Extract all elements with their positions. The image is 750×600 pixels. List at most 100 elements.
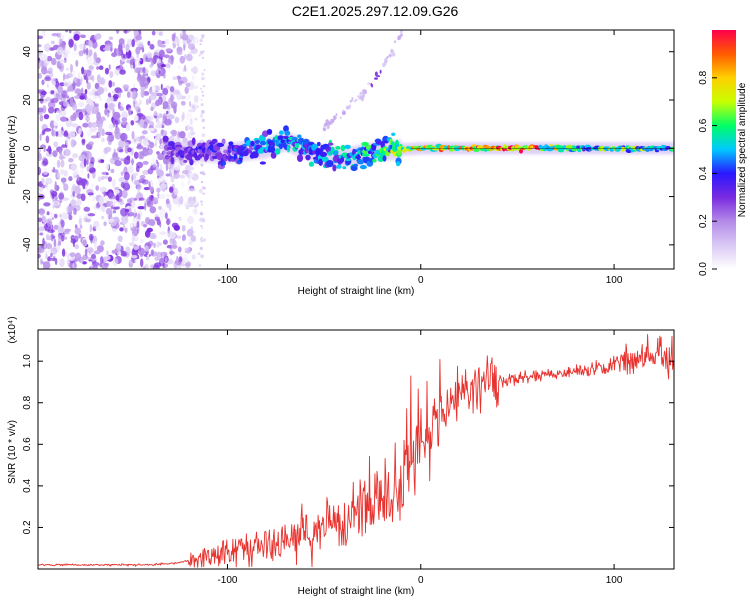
signal-ridge-blob — [302, 138, 310, 146]
noise-blob — [149, 43, 155, 50]
noise-blob — [149, 232, 157, 240]
noise-blob — [60, 116, 68, 122]
noise-blob — [117, 235, 123, 243]
noise-blob — [164, 193, 172, 198]
secondary-trace-blob — [323, 127, 326, 132]
secondary-trace-blob — [335, 113, 338, 117]
noise-blob — [60, 168, 65, 176]
noise-blob — [50, 247, 58, 255]
signal-ridge-blob — [283, 125, 289, 133]
noise-blob — [159, 183, 167, 191]
noise-blob — [43, 261, 51, 269]
secondary-trace-blob — [330, 118, 335, 124]
noise-blob — [159, 163, 163, 171]
secondary-trace-blob — [382, 62, 386, 66]
noise-blob — [72, 103, 78, 111]
noise-blob — [157, 161, 160, 167]
noise-blob — [188, 43, 195, 50]
spectrogram-x-tick-label: -100 — [217, 275, 237, 286]
noise-streak-dot — [200, 181, 204, 184]
noise-blob — [162, 262, 165, 269]
noise-blob — [46, 55, 53, 62]
colorbar-tick-label: 0.2 — [698, 214, 709, 228]
noise-blob — [42, 167, 49, 175]
noise-blob — [93, 250, 101, 255]
noise-blob — [98, 65, 104, 70]
noise-blob — [102, 256, 108, 263]
noise-streak-dot — [200, 236, 203, 239]
noise-blob — [46, 211, 50, 216]
noise-blob — [104, 67, 110, 75]
noise-blob — [58, 37, 63, 45]
noise-blob — [141, 130, 148, 135]
noise-streak-dot — [200, 114, 203, 118]
noise-streak-dot — [197, 252, 201, 256]
signal-ridge-blob — [205, 152, 209, 161]
noise-blob — [150, 106, 154, 112]
noise-blob — [188, 177, 191, 184]
noise-blob — [100, 240, 105, 246]
noise-blob — [159, 138, 163, 145]
noise-blob — [58, 94, 63, 101]
noise-blob — [101, 137, 105, 143]
snr-y-tick-label: 0.4 — [22, 478, 33, 492]
noise-blob — [101, 205, 106, 213]
noise-blob — [57, 85, 64, 94]
noise-blob — [153, 242, 156, 248]
noise-blob — [161, 120, 165, 127]
noise-blob — [118, 176, 127, 183]
signal-ridge-blob — [277, 135, 284, 141]
noise-blob — [189, 126, 193, 130]
noise-blob — [150, 249, 154, 256]
noise-streak-dot — [200, 103, 204, 107]
noise-streak-dot — [200, 211, 203, 213]
noise-blob — [78, 154, 87, 162]
noise-blob — [130, 120, 135, 126]
noise-blob — [134, 263, 138, 269]
spectrogram-y-tick-label: 0 — [22, 145, 33, 151]
noise-blob — [125, 246, 131, 255]
snr-y-tick-label: 0.8 — [22, 395, 33, 409]
noise-blob — [146, 227, 153, 233]
noise-blob — [80, 34, 86, 39]
noise-blob — [96, 66, 99, 70]
noise-blob — [178, 216, 182, 221]
noise-blob — [125, 43, 130, 53]
colorbar-tick-label: 0.0 — [698, 262, 709, 276]
noise-blob — [131, 234, 135, 243]
noise-blob — [192, 66, 198, 75]
secondary-trace-blob — [361, 90, 366, 93]
noise-blob — [142, 160, 149, 165]
signal-ridge-blob — [189, 158, 194, 166]
noise-blob — [190, 50, 198, 55]
noise-blob — [182, 234, 186, 241]
noise-streak-dot — [200, 113, 203, 116]
signal-ridge-blob — [170, 156, 175, 165]
secondary-trace-blob — [345, 105, 350, 110]
secondary-trace-blob — [351, 96, 354, 102]
noise-blob — [82, 185, 86, 190]
noise-blob — [169, 251, 175, 255]
noise-blob — [152, 84, 156, 93]
noise-blob — [119, 106, 124, 112]
noise-blob — [55, 131, 59, 137]
noise-blob — [126, 123, 130, 132]
noise-blob — [77, 72, 81, 80]
signal-ridge-blob — [296, 154, 304, 163]
noise-blob — [179, 196, 184, 205]
noise-blob — [124, 180, 129, 188]
signal-ridge-blob — [215, 152, 223, 157]
noise-blob — [157, 153, 163, 158]
signal-ridge-blob — [274, 135, 279, 141]
noise-blob — [136, 53, 139, 59]
noise-blob — [185, 125, 189, 131]
signal-ridge-blob — [259, 161, 266, 165]
noise-blob — [98, 196, 103, 205]
noise-blob — [62, 34, 65, 41]
noise-blob — [114, 48, 117, 54]
noise-blob — [67, 259, 70, 267]
snr-x-tick-label: -100 — [217, 575, 237, 586]
noise-blob — [172, 76, 178, 81]
noise-blob — [120, 182, 126, 188]
noise-blob — [63, 170, 68, 177]
